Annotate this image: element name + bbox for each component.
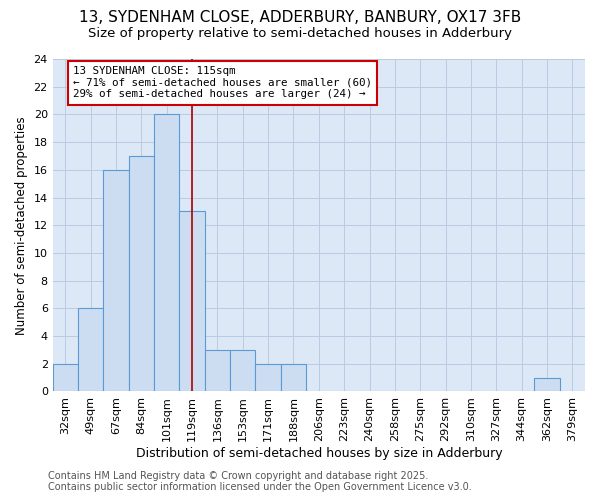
Text: 13, SYDENHAM CLOSE, ADDERBURY, BANBURY, OX17 3FB: 13, SYDENHAM CLOSE, ADDERBURY, BANBURY, … <box>79 10 521 25</box>
Bar <box>179 212 205 392</box>
Bar <box>129 156 154 392</box>
Bar <box>103 170 129 392</box>
Bar <box>78 308 103 392</box>
Bar <box>53 364 78 392</box>
Text: Contains HM Land Registry data © Crown copyright and database right 2025.
Contai: Contains HM Land Registry data © Crown c… <box>48 471 472 492</box>
Text: 13 SYDENHAM CLOSE: 115sqm
← 71% of semi-detached houses are smaller (60)
29% of : 13 SYDENHAM CLOSE: 115sqm ← 71% of semi-… <box>73 66 372 99</box>
Bar <box>230 350 256 392</box>
Bar <box>205 350 230 392</box>
Bar <box>154 114 179 392</box>
Bar <box>256 364 281 392</box>
X-axis label: Distribution of semi-detached houses by size in Adderbury: Distribution of semi-detached houses by … <box>136 447 502 460</box>
Bar <box>535 378 560 392</box>
Bar <box>281 364 306 392</box>
Text: Size of property relative to semi-detached houses in Adderbury: Size of property relative to semi-detach… <box>88 28 512 40</box>
Y-axis label: Number of semi-detached properties: Number of semi-detached properties <box>15 116 28 334</box>
